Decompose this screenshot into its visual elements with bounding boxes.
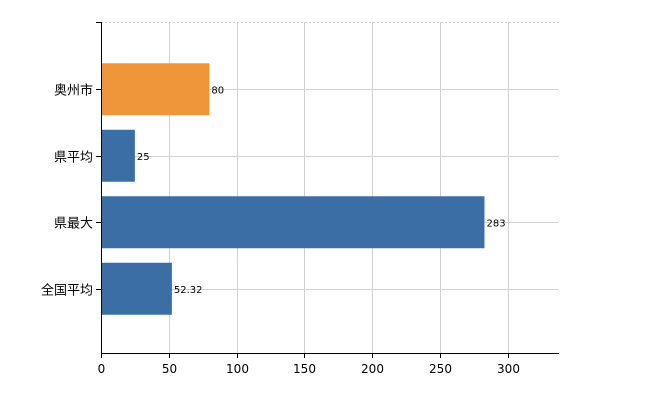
x-tick-label: 250 [429,362,452,376]
bar [101,262,172,315]
x-tick-label: 150 [293,362,316,376]
axes [96,22,559,358]
data-label: 80 [211,85,224,96]
y-tick-label: 全国平均 [41,283,93,299]
data-label: 52.32 [174,285,203,296]
y-tick-label: 県平均 [54,151,93,166]
x-tick-label: 200 [361,362,384,376]
x-tick-label: 50 [162,362,177,376]
data-label: 283 [486,218,505,229]
bar [101,63,210,116]
x-tick-label: 100 [226,362,249,376]
y-tick-label: 県最大 [54,217,93,232]
y-tick-label: 奥州市 [54,83,93,99]
data-label: 25 [137,152,150,163]
bars [101,63,485,315]
x-tick-label: 300 [497,362,520,376]
bar [101,196,485,249]
bar [101,129,135,182]
x-tick-label: 0 [98,362,106,376]
